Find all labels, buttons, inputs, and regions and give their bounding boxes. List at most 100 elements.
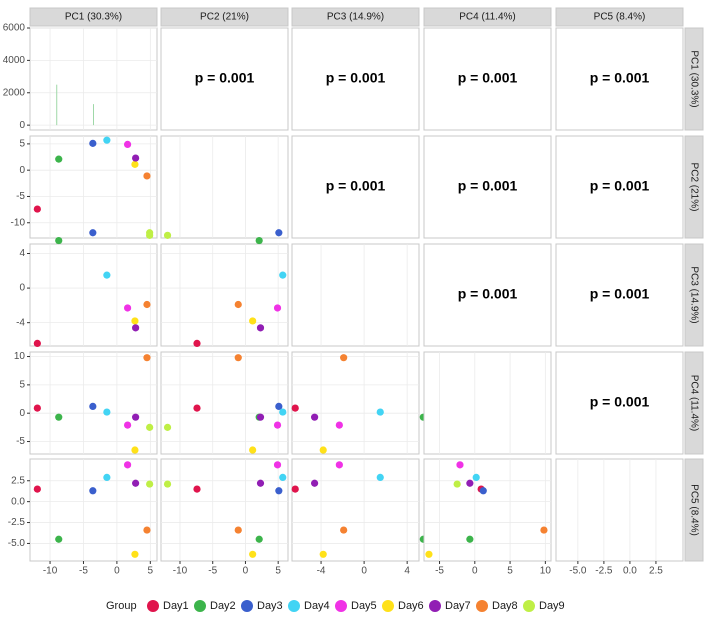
row-label: PC1 (30.3%)	[688, 50, 699, 107]
panel	[29, 135, 158, 239]
legend-swatch	[335, 600, 347, 612]
point	[255, 535, 263, 543]
point	[256, 413, 265, 421]
point	[249, 550, 257, 558]
point	[146, 423, 154, 431]
point	[55, 535, 63, 543]
y-tick-label: 2000	[3, 87, 26, 98]
y-tick-label: 4	[19, 248, 25, 259]
legend-label: Day6	[398, 600, 424, 612]
point	[311, 413, 319, 421]
y-tick-label: 6000	[3, 23, 26, 34]
y-tick-label: 2.5	[11, 475, 25, 486]
p-value: p = 0.001	[590, 70, 650, 86]
point	[466, 479, 474, 487]
panel	[423, 458, 552, 562]
row-label: PC2 (21%)	[688, 163, 699, 212]
column-label: PC2 (21%)	[200, 12, 249, 23]
point	[146, 480, 154, 488]
strip	[684, 27, 704, 131]
point	[376, 408, 384, 416]
legend-swatch	[476, 600, 488, 612]
p-value: p = 0.001	[590, 286, 650, 302]
point	[131, 317, 139, 325]
panel	[291, 351, 420, 455]
x-tick-label: -5	[435, 566, 444, 577]
p-value: p = 0.001	[458, 70, 518, 86]
x-tick-label: -10	[43, 566, 58, 577]
point	[143, 354, 151, 362]
column-label: PC4 (11.4%)	[459, 12, 516, 23]
point	[275, 229, 283, 237]
legend-swatch	[288, 600, 300, 612]
point	[146, 231, 154, 239]
panel	[555, 135, 684, 239]
strip	[160, 7, 289, 27]
p-value: p = 0.001	[458, 178, 518, 194]
panel	[423, 135, 552, 239]
point	[103, 473, 111, 481]
point	[425, 550, 433, 558]
legend-swatch	[429, 600, 441, 612]
panel	[29, 243, 158, 347]
point	[103, 136, 111, 144]
y-tick-label: 4000	[3, 55, 26, 66]
panel	[291, 135, 420, 239]
point	[89, 229, 97, 237]
point	[132, 413, 140, 421]
p-value: p = 0.001	[195, 70, 255, 86]
p-value: p = 0.001	[326, 178, 386, 194]
point	[256, 324, 265, 332]
point	[234, 526, 242, 534]
point	[33, 485, 41, 493]
x-tick-label: 2.5	[649, 566, 663, 577]
point	[103, 408, 111, 416]
point	[89, 139, 97, 147]
panel	[160, 135, 289, 239]
point	[131, 550, 139, 558]
y-tick-label: -4	[16, 317, 25, 328]
row-label: PC4 (11.4%)	[688, 375, 699, 432]
y-tick-label: -10	[11, 217, 26, 228]
point	[163, 480, 172, 488]
p-value: p = 0.001	[590, 394, 650, 410]
point	[249, 446, 257, 454]
y-tick-label: -2.5	[8, 517, 26, 528]
point	[193, 404, 201, 412]
point	[131, 446, 139, 454]
point	[143, 172, 151, 180]
point	[234, 300, 242, 309]
x-tick-label: 0	[361, 566, 367, 577]
strip	[684, 351, 704, 455]
x-tick-label: 4	[404, 566, 410, 577]
panel	[555, 27, 684, 131]
point	[273, 421, 282, 429]
legend-label: Day1	[163, 600, 189, 612]
panel	[160, 243, 289, 347]
point	[319, 550, 327, 558]
y-tick-label: 5	[19, 380, 25, 391]
strip	[684, 135, 704, 239]
point	[33, 205, 41, 213]
x-tick-label: 10	[540, 566, 552, 577]
point	[335, 461, 343, 469]
point	[33, 339, 41, 348]
point	[255, 236, 263, 245]
point	[291, 485, 299, 493]
column-label: PC5 (8.4%)	[594, 12, 646, 23]
panel	[291, 27, 420, 131]
y-tick-label: 0	[19, 120, 25, 131]
x-tick-label: 0	[243, 566, 249, 577]
column-label: PC1 (30.3%)	[65, 12, 122, 23]
strip	[684, 458, 704, 562]
point	[456, 461, 464, 469]
strip	[423, 7, 552, 27]
point	[311, 479, 319, 487]
legend-swatch	[194, 600, 206, 612]
legend-label: Day3	[257, 600, 283, 612]
strip	[29, 7, 158, 27]
point	[103, 271, 111, 279]
panel	[291, 458, 420, 562]
y-tick-label: 5	[19, 139, 25, 150]
